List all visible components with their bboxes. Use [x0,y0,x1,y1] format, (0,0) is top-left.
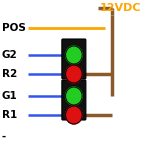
Text: R1: R1 [2,110,17,120]
Circle shape [66,46,82,64]
Text: -: - [2,132,6,142]
Text: R2: R2 [2,69,17,79]
Circle shape [66,106,82,124]
Circle shape [66,87,82,105]
Circle shape [66,65,82,83]
Text: 12VDC: 12VDC [100,3,141,13]
FancyBboxPatch shape [62,39,86,79]
Text: G2: G2 [2,50,18,60]
FancyBboxPatch shape [62,80,86,120]
Text: POS: POS [2,23,26,33]
Text: G1: G1 [2,91,18,101]
